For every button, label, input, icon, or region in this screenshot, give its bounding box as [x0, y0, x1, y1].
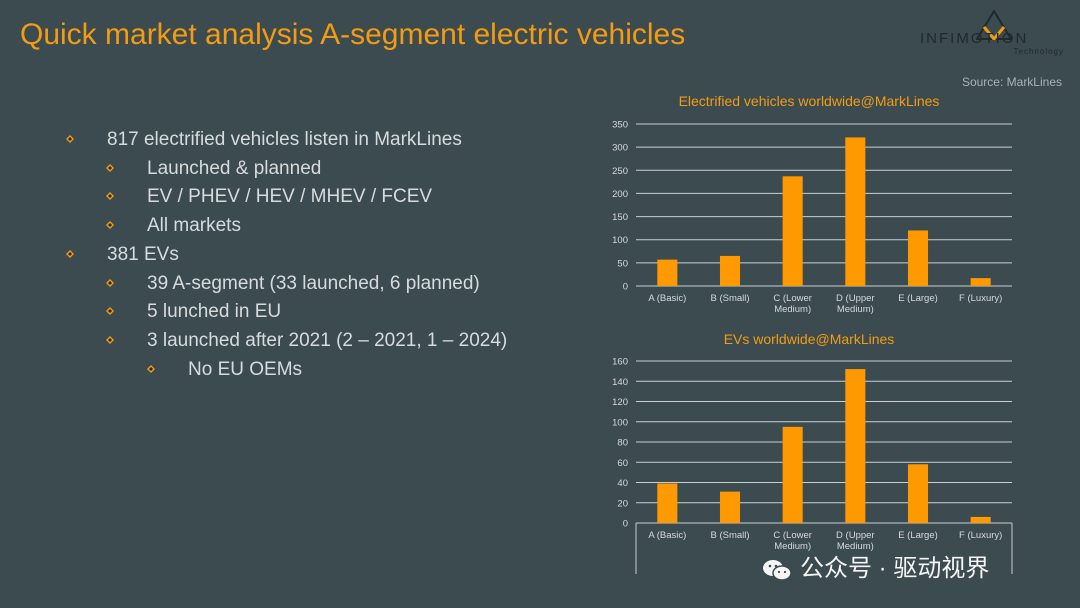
y-tick-label: 160	[612, 357, 628, 368]
y-tick-label: 60	[617, 458, 628, 469]
bar-chart-svg: EVs worldwide@MarkLines 0 20 40 60 80 100 120 14…	[612, 331, 1013, 574]
bullet-text: Launched & planned	[147, 157, 322, 179]
y-tick-label: 140	[612, 377, 628, 388]
bullet-text: No EU OEMs	[188, 358, 303, 380]
x-tick-label: D (Upper	[836, 293, 875, 304]
wechat-icon	[763, 559, 792, 581]
y-tick-label: 250	[612, 166, 628, 177]
diamond-bullet-icon	[106, 335, 114, 344]
x-tick-label: D (Upper	[836, 530, 875, 541]
y-tick-label: 120	[612, 397, 628, 408]
x-tick-label: F (Luxury)	[959, 293, 1002, 304]
bullet-text: 5 lunched in EU	[147, 301, 282, 323]
bullet-text: All markets	[147, 215, 241, 237]
y-tick-label: 0	[623, 519, 628, 530]
bar	[782, 426, 803, 523]
diamond-bullet-icon	[66, 249, 74, 258]
bar	[782, 176, 803, 286]
x-tick-label: E (Large)	[898, 293, 938, 304]
diamond-bullet-icon	[106, 192, 114, 201]
chart-evs: EVs worldwide@MarkLines 0 20 40 60 80 100 120 14…	[600, 326, 1030, 576]
bar	[719, 491, 741, 523]
y-tick-label: 100	[612, 417, 628, 428]
bar	[845, 137, 866, 286]
bar-chart-svg: Electrified vehicles worldwide@MarkLines…	[612, 93, 1012, 315]
bullet-text: EV / PHEV / HEV / MHEV / FCEV	[147, 186, 433, 208]
bar	[657, 259, 678, 286]
y-tick-label: 0	[623, 282, 628, 293]
bar	[907, 464, 929, 523]
x-tick-label: Medium)	[774, 541, 811, 552]
diamond-bullet-icon	[66, 135, 74, 143]
bullet-text: 3 launched after 2021 (2 – 2021, 1 – 202…	[147, 329, 508, 351]
diamond-bullet-icon	[106, 163, 114, 172]
bullet-item: 5 lunched in EU	[66, 298, 507, 327]
source-note: Source: MarkLines	[961, 75, 1062, 89]
logo-subtext: Technology	[1013, 47, 1064, 56]
company-logo: INFIMOTION Technology	[918, 10, 1068, 60]
bar	[845, 369, 866, 523]
watermark: 公众号 · 驱动视界	[762, 548, 989, 583]
bullet-text: 39 A-segment (33 launched, 6 planned)	[147, 272, 480, 294]
y-tick-label: 150	[612, 212, 628, 223]
slide-title: Quick market analysis A-segment electric…	[20, 18, 686, 51]
diamond-bullet-icon	[106, 278, 114, 287]
bullet-item: Launched & planned	[66, 155, 507, 184]
x-tick-label: E (Large)	[898, 530, 938, 541]
bullet-item: 39 A-segment (33 launched, 6 planned)	[66, 270, 507, 299]
bullet-text: 381 EVs	[107, 243, 179, 265]
x-tick-label: B (Small)	[710, 293, 749, 304]
bullet-list: 817 electrified vehicles listen in MarkL…	[66, 126, 507, 384]
bullet-item: No EU OEMs	[66, 356, 507, 385]
bullet-item: EV / PHEV / HEV / MHEV / FCEV	[66, 183, 507, 212]
y-tick-label: 40	[617, 478, 628, 489]
x-tick-label: F (Luxury)	[959, 530, 1002, 541]
bullet-item: All markets	[66, 212, 507, 241]
x-tick-label: Medium)	[774, 304, 811, 315]
bar	[719, 255, 741, 286]
bar	[970, 278, 991, 286]
diamond-bullet-icon	[106, 307, 114, 316]
y-tick-label: 100	[612, 235, 628, 246]
x-tick-label: Medium)	[837, 541, 874, 552]
x-tick-label: A (Basic)	[648, 293, 686, 304]
y-tick-label: 20	[617, 498, 628, 509]
bar	[907, 230, 929, 286]
y-tick-label: 200	[612, 189, 628, 200]
logo-wordmark: INFIMOTION	[920, 30, 1029, 47]
x-tick-label: A (Basic)	[648, 530, 686, 541]
x-tick-label: C (Lower	[773, 530, 812, 541]
watermark-text: 公众号 · 驱动视界	[800, 555, 990, 582]
diamond-bullet-icon	[106, 221, 114, 230]
logo-mark-icon	[976, 10, 1012, 40]
chart-title: EVs worldwide@MarkLines	[724, 331, 895, 347]
bullet-item: 381 EVs	[66, 241, 507, 270]
diamond-bullet-icon	[147, 364, 155, 373]
x-tick-label: B (Small)	[710, 530, 749, 541]
y-tick-label: 80	[617, 438, 628, 449]
bar	[657, 483, 678, 523]
chart-title: Electrified vehicles worldwide@MarkLines	[679, 93, 940, 109]
bullet-text: 817 electrified vehicles listen in MarkL…	[107, 129, 462, 150]
y-tick-label: 300	[612, 143, 628, 154]
y-tick-label: 350	[612, 120, 628, 131]
x-tick-label: C (Lower	[773, 293, 812, 304]
bullet-item: 817 electrified vehicles listen in MarkL…	[66, 126, 507, 155]
chart-electrified-vehicles: Electrified vehicles worldwide@MarkLines…	[600, 88, 1030, 320]
bar	[970, 516, 991, 523]
y-tick-label: 50	[617, 258, 628, 269]
x-tick-label: Medium)	[837, 304, 874, 315]
bullet-item: 3 launched after 2021 (2 – 2021, 1 – 202…	[66, 327, 507, 356]
